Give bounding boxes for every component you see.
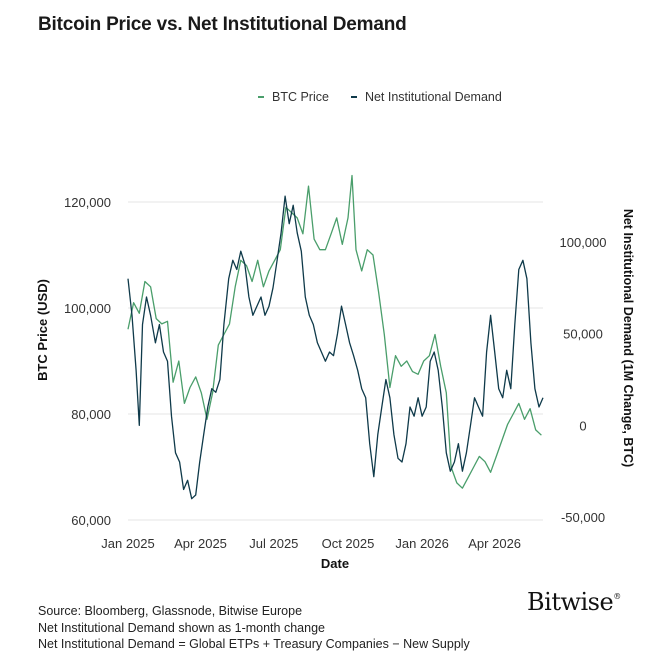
y-right-tick-label: 0 <box>579 418 586 433</box>
footer-source: Source: Bloomberg, Glassnode, Bitwise Eu… <box>38 604 303 618</box>
x-tick-label: Jan 2025 <box>101 536 155 551</box>
y-right-tick-label: 100,000 <box>560 235 607 250</box>
footer-note-1: Net Institutional Demand shown as 1-mont… <box>38 620 325 635</box>
x-tick-label: Jul 2025 <box>249 536 298 551</box>
chart-footer: Source: Bloomberg, Glassnode, Bitwise Eu… <box>38 603 470 653</box>
legend-swatch-net-institutional-demand <box>350 96 357 98</box>
y-right-axis-title: Net Institutional Demand (1M Change, BTC… <box>621 209 635 467</box>
series-line-btc-price <box>127 174 542 489</box>
chart-title: Bitcoin Price vs. Net Institutional Dema… <box>38 14 407 35</box>
x-axis-title: Date <box>321 556 349 571</box>
y-left-tick-label: 60,000 <box>71 513 111 528</box>
legend-swatch-btc-price <box>258 96 264 98</box>
y-left-tick-label: 120,000 <box>64 195 111 210</box>
x-tick-label: Oct 2025 <box>322 536 375 551</box>
bitwise-logo: Bitwise® <box>527 588 621 616</box>
footer-note-2: Net Institutional Demand = Global ETPs +… <box>38 637 470 651</box>
x-tick-label: Apr 2026 <box>468 536 521 551</box>
y-left-tick-label: 100,000 <box>64 301 111 316</box>
x-tick-label: Apr 2025 <box>174 536 227 551</box>
legend-item-net-institutional-demand: Net Institutional Demand <box>350 90 502 104</box>
y-right-tick-label: 50,000 <box>563 327 603 342</box>
legend-item-btc-price: BTC Price <box>258 90 329 104</box>
legend: BTC Price Net Institutional Demand <box>258 90 502 104</box>
logo-registered-mark: ® <box>613 592 621 601</box>
y-left-tick-label: 80,000 <box>71 407 111 422</box>
series-line-net-institutional-demand <box>127 195 544 500</box>
y-right-tick-label: -50,000 <box>561 510 605 525</box>
x-tick-label: Jan 2026 <box>395 536 449 551</box>
legend-label-net-institutional-demand: Net Institutional Demand <box>364 90 502 104</box>
y-left-axis-title: BTC Price (USD) <box>35 279 50 381</box>
legend-label-btc-price: BTC Price <box>272 90 329 104</box>
logo-text: Bitwise <box>527 588 614 616</box>
